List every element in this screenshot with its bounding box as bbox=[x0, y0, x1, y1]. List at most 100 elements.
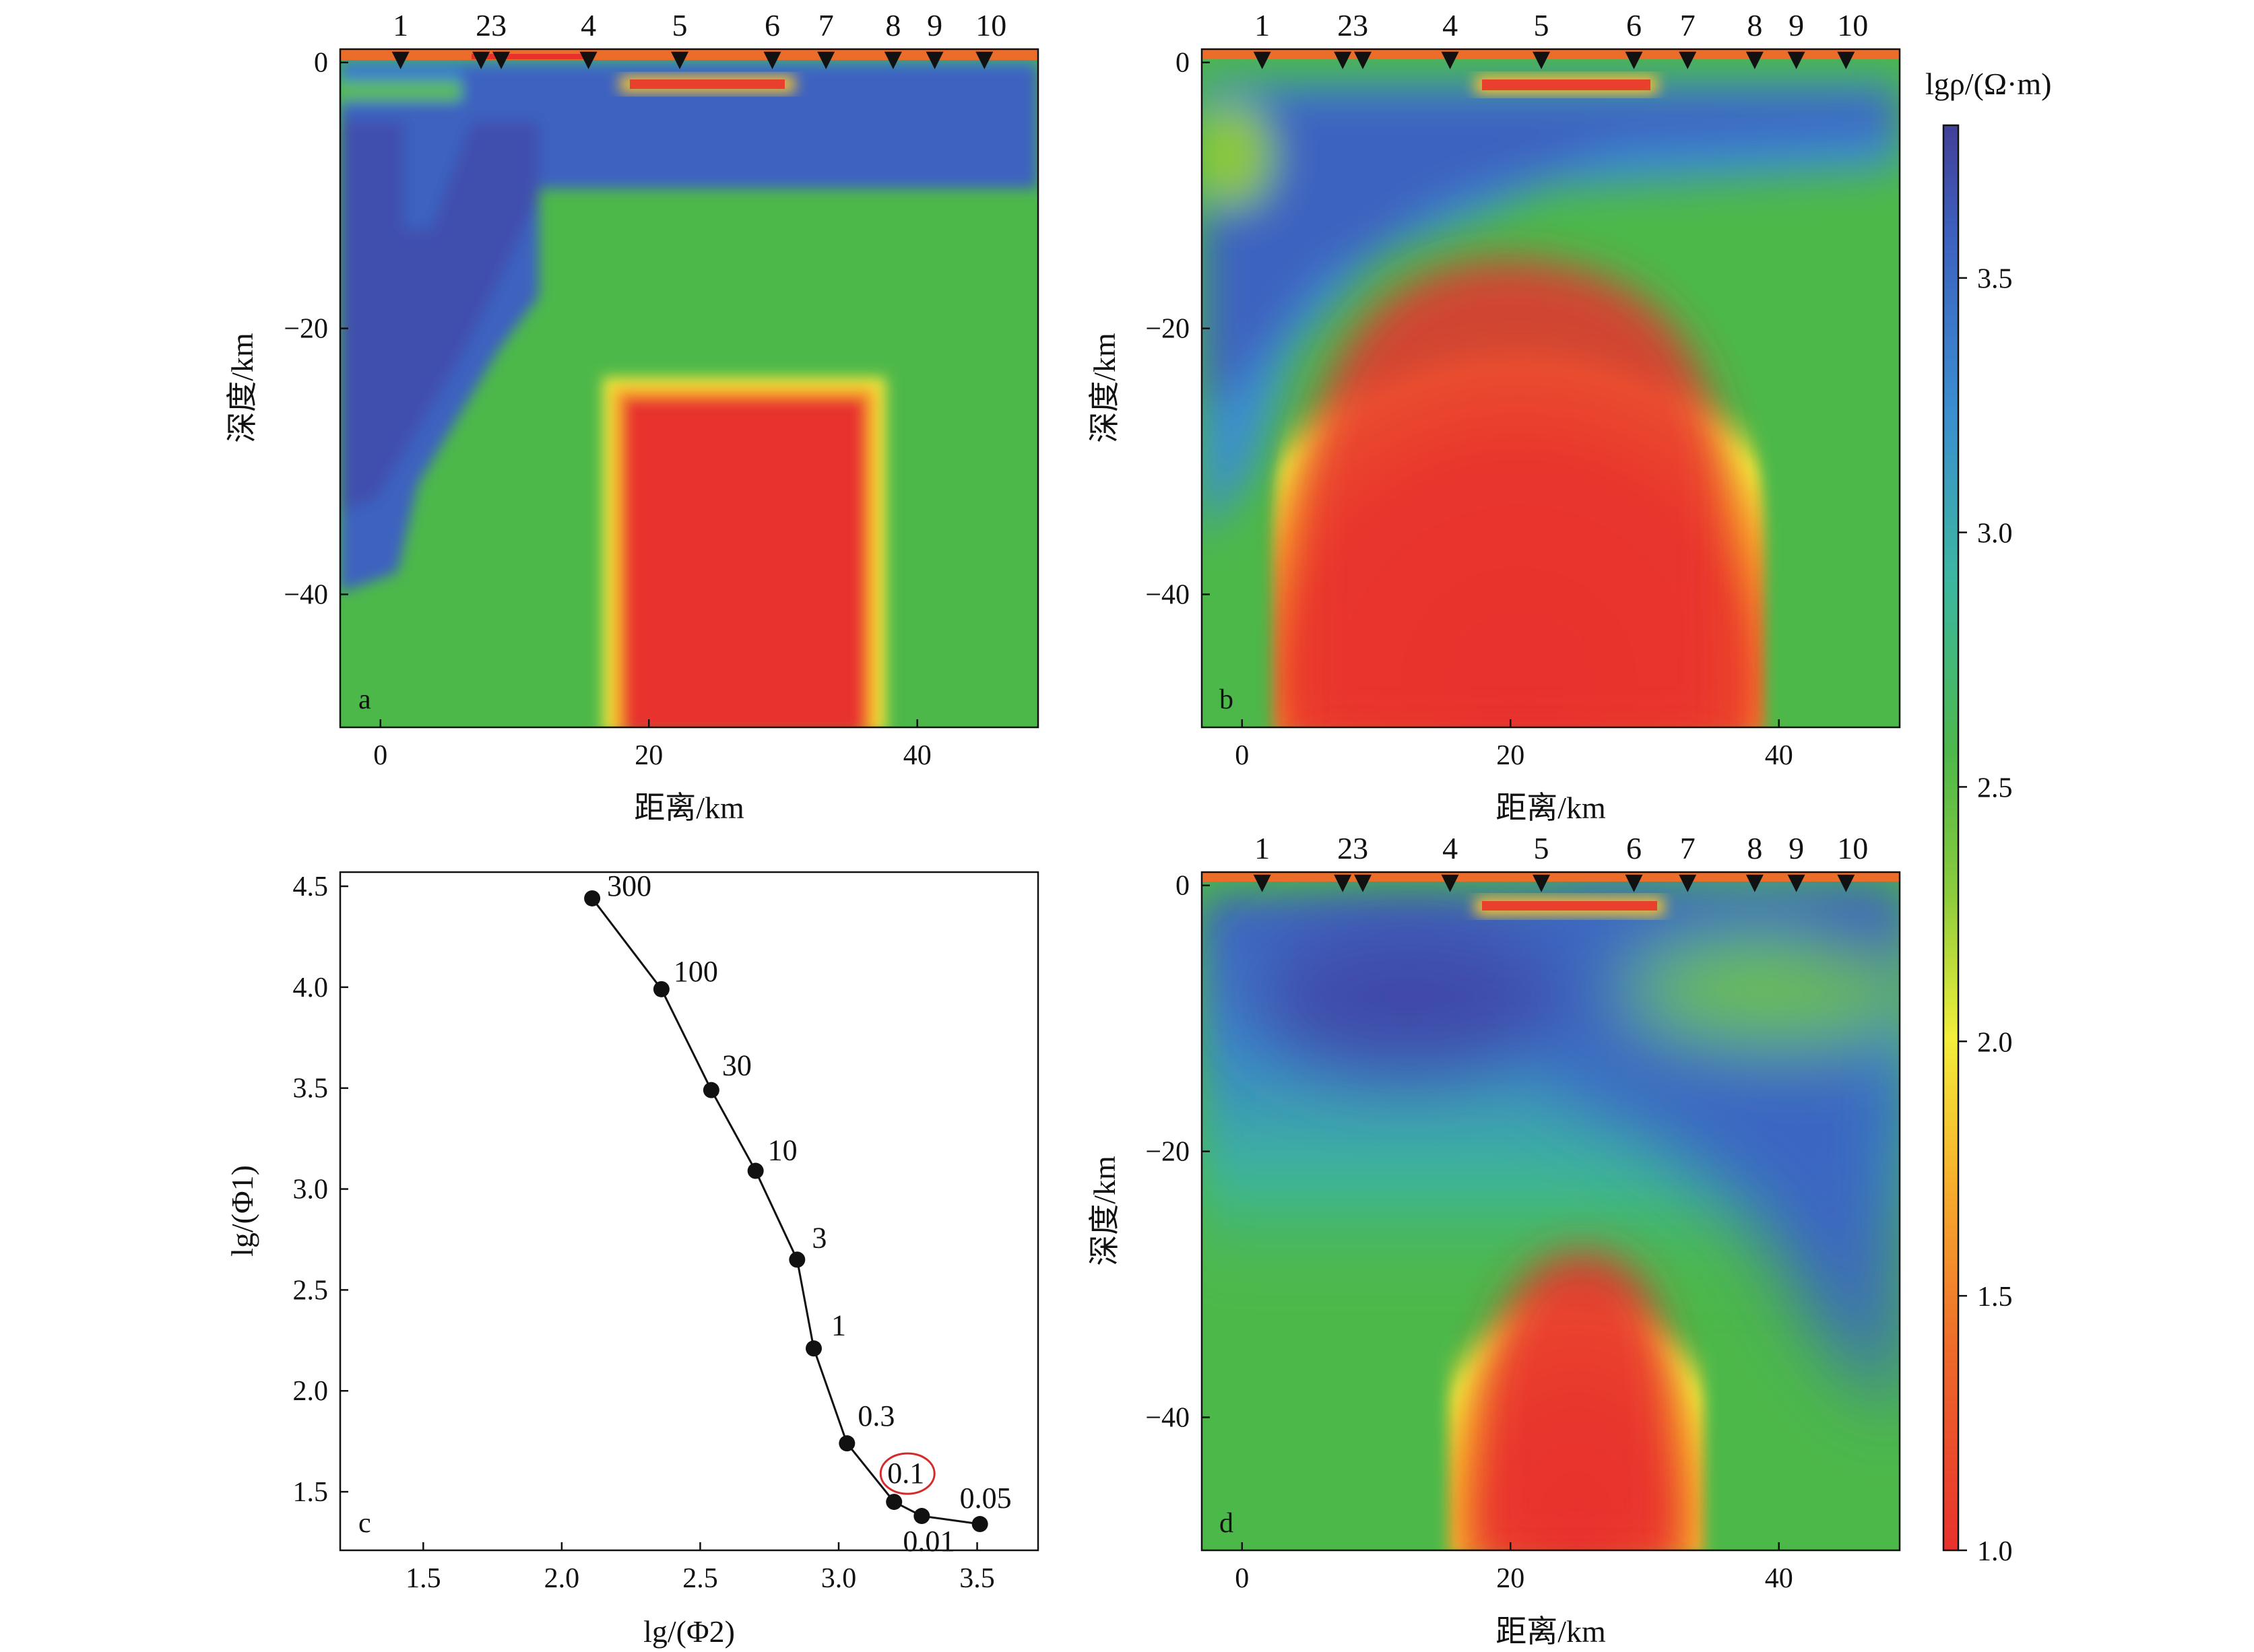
station-label: 6 bbox=[1626, 831, 1642, 865]
station-label: 8 bbox=[1747, 831, 1762, 865]
panel-letter-c: c bbox=[358, 1508, 371, 1539]
station-marker-3 bbox=[492, 51, 511, 69]
y-tick-label: −40 bbox=[1145, 1403, 1190, 1434]
station-marker-5 bbox=[1533, 51, 1551, 69]
colorbar-ticks: 1.0 1.5 2.0 2.5 3.0 3.5 bbox=[1958, 264, 2013, 1567]
station-marker-2 bbox=[1334, 51, 1352, 69]
y-tick-label: 0 bbox=[1176, 48, 1190, 79]
data-point bbox=[789, 1251, 806, 1268]
section-d-heatmap bbox=[1202, 872, 1900, 1550]
station-label: 23 bbox=[1337, 831, 1368, 865]
y-tick-label: 2.0 bbox=[293, 1376, 329, 1407]
y-tick-label: 2.5 bbox=[293, 1275, 329, 1306]
station-marker-3 bbox=[1354, 874, 1372, 892]
section-d-frame bbox=[1200, 871, 1901, 1552]
station-label: 7 bbox=[1680, 8, 1696, 42]
station-label: 9 bbox=[1789, 831, 1804, 865]
l-curve-line bbox=[591, 898, 980, 1525]
station-marker-10 bbox=[975, 51, 994, 69]
data-point bbox=[971, 1516, 988, 1533]
station-label: 8 bbox=[1747, 8, 1762, 42]
station-label: 7 bbox=[1680, 831, 1696, 865]
point-label: 10 bbox=[768, 1134, 798, 1167]
y-tick-label: −40 bbox=[284, 580, 328, 611]
station-label: 6 bbox=[1626, 8, 1642, 42]
y-tick-label: −20 bbox=[1145, 1137, 1190, 1168]
x-tick-label: 2.5 bbox=[682, 1563, 718, 1594]
x-tick-label: 20 bbox=[1496, 740, 1524, 771]
y-axis-title-c: lg/(Φ1) bbox=[225, 1165, 259, 1257]
y-tick-label: −20 bbox=[284, 314, 328, 345]
station-marker-7 bbox=[1679, 874, 1697, 892]
data-point bbox=[886, 1494, 903, 1511]
station-label: 1 bbox=[393, 8, 408, 42]
station-label: 5 bbox=[1534, 8, 1549, 42]
y-ticks-a: 0 −20 −40 bbox=[284, 48, 348, 611]
section-b-frame bbox=[1200, 48, 1901, 729]
station-label: 1 bbox=[1254, 831, 1270, 865]
x-tick-label: 3.0 bbox=[821, 1563, 857, 1594]
point-label: 300 bbox=[607, 869, 651, 902]
colorbar-gradient bbox=[1942, 124, 1960, 1552]
station-marker-2 bbox=[472, 51, 490, 69]
x-axis-title-b: 距离/km bbox=[1495, 791, 1606, 825]
station-marker-1 bbox=[1253, 874, 1271, 892]
station-label: 23 bbox=[1337, 8, 1368, 42]
stations-d: 1 23 4 5 6 7 8 9 10 bbox=[1253, 831, 1868, 892]
station-marker-6 bbox=[1625, 51, 1643, 69]
l-curve-points: 300 100 30 10 3 1 0.3 0.1 0.010.05 bbox=[584, 869, 1012, 1558]
y-tick-label: 4.5 bbox=[293, 871, 329, 902]
point-label: 100 bbox=[674, 955, 718, 988]
station-label: 23 bbox=[476, 8, 507, 42]
station-label: 10 bbox=[975, 8, 1006, 42]
x-tick-label: 3.5 bbox=[959, 1563, 995, 1594]
x-tick-label: 0 bbox=[1235, 1563, 1249, 1594]
station-marker-5 bbox=[1533, 874, 1551, 892]
x-tick-label: 2.0 bbox=[544, 1563, 580, 1594]
y-ticks-b: 0 −20 −40 bbox=[1145, 48, 1210, 611]
x-tick-label: 40 bbox=[1765, 1563, 1793, 1594]
station-marker-2 bbox=[1334, 874, 1352, 892]
y-tick-label: 3.5 bbox=[293, 1073, 329, 1104]
station-marker-6 bbox=[763, 51, 781, 69]
station-marker-7 bbox=[1679, 51, 1697, 69]
x-ticks-d: 0 20 40 bbox=[1235, 1542, 1793, 1594]
data-point bbox=[913, 1508, 930, 1525]
station-label: 9 bbox=[927, 8, 942, 42]
station-marker-10 bbox=[1837, 874, 1855, 892]
x-tick-label: 40 bbox=[1765, 740, 1793, 771]
station-marker-6 bbox=[1625, 874, 1643, 892]
stations-a: 1 23 4 5 6 7 8 9 10 bbox=[391, 8, 1006, 69]
data-point bbox=[584, 890, 601, 906]
y-tick-label: −20 bbox=[1145, 314, 1190, 345]
section-b-heatmap bbox=[1202, 49, 1900, 727]
stations-b: 1 23 4 5 6 7 8 9 10 bbox=[1253, 8, 1868, 69]
y-axis-title-b: 深度/km bbox=[1087, 333, 1122, 443]
y-tick-label: 1.5 bbox=[293, 1477, 329, 1508]
x-axis-title-a: 距离/km bbox=[634, 791, 744, 825]
station-label: 4 bbox=[1442, 831, 1458, 865]
colorbar-title: lgρ/(Ω·m) bbox=[1925, 67, 2051, 101]
point-label: 0.1 bbox=[887, 1457, 924, 1490]
point-label: 0.01 bbox=[903, 1525, 955, 1558]
point-label: 3 bbox=[812, 1221, 827, 1254]
station-marker-7 bbox=[817, 51, 835, 69]
point-label: 0.05 bbox=[960, 1482, 1012, 1515]
station-marker-1 bbox=[1253, 51, 1271, 69]
x-tick-label: 0 bbox=[373, 740, 387, 771]
station-label: 9 bbox=[1789, 8, 1804, 42]
y-ticks-d: 0 −20 −40 bbox=[1145, 871, 1210, 1434]
station-marker-8 bbox=[1745, 51, 1764, 69]
data-point bbox=[703, 1082, 719, 1098]
panel-d: 1 23 4 5 6 7 8 9 10 0 20 40 0−20−40 d 距离/km 深度/km bbox=[1087, 831, 1901, 1649]
data-point bbox=[839, 1435, 856, 1452]
station-marker-3 bbox=[1354, 51, 1372, 69]
x-axis-title-c: lg/(Φ2) bbox=[643, 1614, 735, 1649]
station-label: 4 bbox=[581, 8, 596, 42]
station-marker-9 bbox=[1787, 874, 1805, 892]
station-marker-10 bbox=[1837, 51, 1855, 69]
x-tick-label: 20 bbox=[635, 740, 663, 771]
y-tick-label: 0 bbox=[1176, 871, 1190, 902]
point-label: 0.3 bbox=[858, 1399, 895, 1432]
